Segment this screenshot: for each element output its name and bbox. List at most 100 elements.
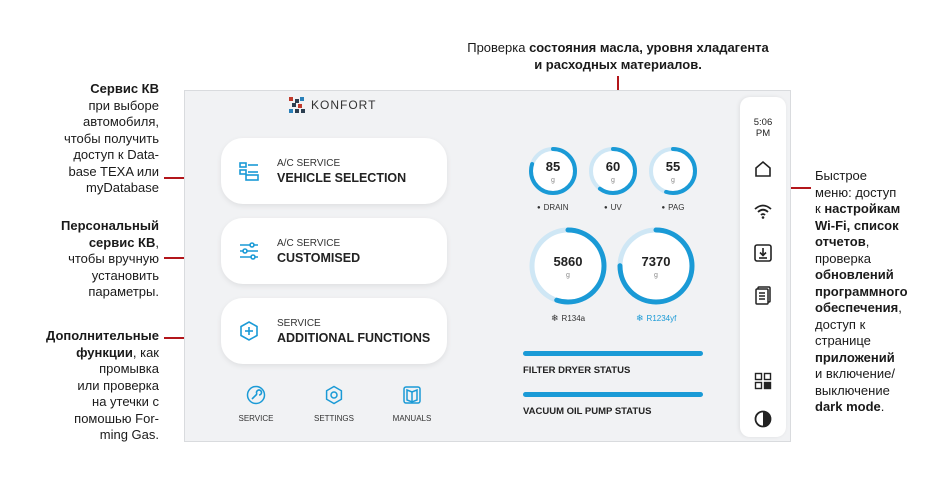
annotation-line: чтобы вручную (68, 251, 159, 266)
annotation-additional-title-1: Дополнительные (46, 328, 159, 343)
annotation-line-bold: Wi-Fi, список (815, 217, 899, 233)
consumable-gauge: 55 g (647, 145, 699, 197)
gauge-value: 85 (545, 159, 561, 175)
gauge-value: 5860 (553, 254, 583, 270)
annotation-line-bold: приложений (815, 349, 895, 365)
gauge-label: ❄ R134a (551, 313, 585, 324)
drop-icon: ● (537, 204, 541, 211)
reports-icon[interactable] (753, 285, 773, 305)
annotation-line: ming Gas. (99, 427, 159, 442)
vacuum-oil-pump-status-label: VACUUM OIL PUMP STATUS (523, 406, 652, 417)
gauge-fill-arc (649, 147, 697, 195)
annotation-additional-suffix: , как (132, 344, 159, 360)
gear-icon (324, 385, 344, 410)
gauge-value: 60 (605, 159, 621, 175)
book-icon (402, 385, 422, 410)
quick-menu-bar: 5:06 PM (740, 97, 786, 437)
sliders-icon (221, 240, 277, 262)
gauge-fill-arc (589, 147, 637, 195)
logo-text: KONFORT (311, 98, 377, 112)
annotation-personal-suffix: , (155, 234, 159, 250)
gauge-label-text: DRAIN (543, 203, 569, 212)
card-vehicle-selection[interactable]: A/C SERVICE VEHICLE SELECTION (221, 138, 447, 204)
filter-dryer-status-label: FILTER DRYER STATUS (523, 365, 631, 376)
vehicle-list-icon (221, 160, 277, 182)
wrench-icon (246, 385, 266, 410)
annotation-personal-title-1: Персональный (61, 218, 159, 233)
card-big-label: CUSTOMISED (277, 250, 361, 265)
download-icon[interactable] (753, 243, 773, 263)
annotation-line: проверка (815, 250, 871, 266)
dark-mode-icon[interactable] (753, 409, 773, 429)
annotation-line: Быстрое (815, 168, 868, 183)
annotation-line: странице (815, 333, 871, 348)
nav-settings[interactable]: SETTINGS (299, 385, 369, 423)
annotation-line: или проверка (77, 377, 159, 393)
device-screen: KONFORT A/C SERVICE VEHICLE SELECTION A/… (184, 90, 791, 442)
annotation-line: помошью For- (74, 410, 159, 426)
filter-dryer-status-bar (523, 351, 703, 356)
annotation-quick-menu-line (775, 187, 811, 189)
vacuum-oil-pump-status-bar (523, 392, 703, 397)
consumable-gauge: 60 g (587, 145, 639, 197)
annotation-line: чтобы получить (63, 130, 159, 146)
card-customised[interactable]: A/C SERVICE CUSTOMISED (221, 218, 447, 284)
annotation-line-bold: программного (815, 283, 908, 299)
gauge-value: 7370 (641, 254, 671, 270)
gauge-unit: g (611, 176, 615, 184)
apps-icon[interactable] (753, 371, 773, 391)
gauge-label: ❄ R1234yf (636, 313, 676, 324)
gauge-label-text: PAG (668, 203, 685, 212)
card-small-label: A/C SERVICE (277, 157, 341, 169)
drop-icon: ● (604, 204, 608, 211)
gauge-label-text: R1234yf (646, 314, 677, 323)
annotation-line: на утечки с (92, 394, 159, 409)
annotation-top: Проверка состояния масла, уровня хладаге… (448, 40, 788, 73)
gauge-label: ● DRAIN (537, 203, 569, 212)
gauge-unit: g (671, 176, 675, 184)
consumable-gauge: 85 g (527, 145, 579, 197)
plus-hexagon-icon (221, 320, 277, 342)
annotation-line-bold: обновлений (815, 267, 894, 282)
gauge-unit: g (654, 271, 658, 279)
annotation-line-bold: dark mode (815, 399, 881, 414)
wifi-icon[interactable] (753, 201, 773, 221)
refrigerant-gauge: 7370 g (615, 225, 697, 307)
annotation-line: параметры. (88, 284, 159, 299)
gauge-fill-arc (617, 227, 695, 305)
gauge-label-text: R134a (561, 314, 586, 323)
annotation-line: доступ к (815, 316, 866, 332)
annotation-line: , (865, 234, 870, 249)
nav-label: MANUALS (392, 414, 432, 423)
annotation-line: выключение (815, 382, 890, 398)
annotation-additional-title-2: функции (76, 344, 133, 360)
gauge-fill-arc (529, 227, 607, 305)
konfort-logo: KONFORT (289, 97, 376, 113)
gauge-unit: g (566, 271, 570, 279)
snowflake-icon: ❄ (636, 313, 644, 323)
annotation-line: , (898, 300, 902, 315)
annotation-line-bold: обеспечения (815, 300, 899, 315)
annotation-line: . (880, 399, 885, 414)
annotation-line: промывка (99, 361, 159, 376)
gauge-label: ● UV (604, 203, 622, 212)
card-small-label: A/C SERVICE (277, 237, 341, 249)
clock: 5:06 PM (740, 117, 786, 139)
annotation-quick-menu: Быстрое меню: доступ к настройкам Wi-Fi,… (815, 168, 939, 416)
gauge-fill-arc (529, 147, 577, 195)
gauge-label-text: UV (610, 203, 622, 212)
annotation-line: к (815, 201, 825, 216)
annotation-top-plain: Проверка (467, 40, 530, 55)
nav-manuals[interactable]: MANUALS (377, 385, 447, 423)
logo-mark-icon (289, 97, 305, 113)
clock-ampm: PM (755, 128, 771, 139)
nav-label: SETTINGS (313, 414, 354, 423)
annotation-personal-title-2: сервис КВ (88, 234, 156, 250)
clock-time: 5:06 (753, 117, 773, 128)
home-icon[interactable] (753, 159, 773, 179)
annotation-service-kv: Сервис КВ при выборе автомобиля, чтобы п… (40, 81, 159, 197)
card-additional-functions[interactable]: SERVICE ADDITIONAL FUNCTIONS (221, 298, 447, 364)
nav-service[interactable]: SERVICE (221, 385, 291, 423)
drop-icon: ● (661, 204, 666, 211)
